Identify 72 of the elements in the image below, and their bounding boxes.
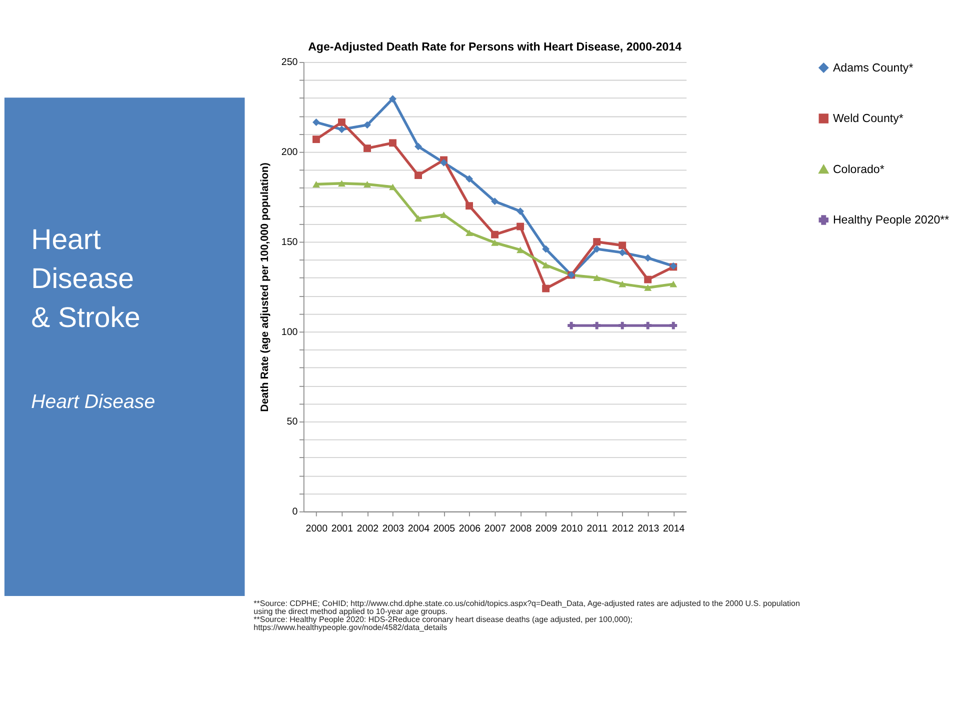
point (568, 322, 576, 330)
point (516, 207, 524, 215)
y-axis-title: Death Rate (age adjusted per 100,000 population) (259, 162, 271, 412)
point (670, 280, 678, 288)
point (312, 181, 320, 188)
text: **Source: CDPHE; CoHID; http://www.chd.dphe.state.co.us/cohid/topics.aspx?q=Death_Data, Age-adjusted rates are adjusted to the 2000 U.S. population using the direct method applied to 10-year age groups. (254, 599, 800, 616)
x-tick-label: 2000 (306, 523, 328, 534)
point (364, 121, 371, 129)
point (670, 322, 678, 330)
x-tick-label: 2007 (484, 523, 506, 534)
point (338, 118, 346, 126)
point (644, 254, 652, 262)
point (593, 274, 601, 281)
point (414, 172, 422, 179)
point (466, 230, 474, 236)
point (466, 202, 474, 210)
legend-label: Weld County* (832, 113, 904, 126)
legend-label: Colorado* (832, 164, 885, 176)
point (338, 180, 346, 187)
x-tick-label: 2009 (535, 523, 558, 534)
x-tick-label: 2011 (586, 523, 608, 534)
point (389, 184, 396, 190)
x-tick-label: 2012 (612, 523, 634, 534)
point (491, 198, 499, 206)
point (491, 239, 499, 246)
point (414, 215, 422, 222)
point (542, 284, 550, 292)
point (338, 126, 346, 134)
x-tick-label: 2003 (382, 523, 404, 534)
x-tick-label: 2014 (662, 523, 686, 534)
point (593, 238, 601, 246)
y-tick-label: 250 (281, 57, 298, 68)
point (364, 181, 371, 188)
y-tick-label: 0 (292, 506, 298, 518)
point (364, 144, 371, 152)
point (542, 245, 550, 253)
point (389, 95, 396, 103)
x-tick-label: 2006 (458, 523, 481, 534)
point (389, 139, 396, 147)
point (618, 248, 626, 256)
x-tick-label: 2004 (408, 523, 430, 534)
x-tick-label: 2013 (637, 523, 660, 534)
y-tick-label: 50 (286, 416, 298, 428)
point (644, 276, 652, 284)
point (644, 322, 652, 330)
x-tick-label: 2002 (356, 523, 379, 534)
x-tick-label: 2001 (331, 523, 354, 534)
x-tick-label: 2005 (433, 523, 456, 534)
text: Heart Disease (31, 391, 156, 414)
y-tick-label: 200 (281, 147, 298, 158)
point (618, 322, 626, 330)
point (516, 246, 524, 254)
legend-label: Healthy People 2020** (832, 214, 950, 227)
point (618, 242, 626, 250)
point (312, 118, 320, 126)
chart-title: Age-Adjusted Death Rate for Persons with Heart Disease, 2000-2014 (308, 41, 682, 54)
y-tick-label: 100 (281, 326, 298, 338)
x-tick-label: 2008 (510, 523, 532, 534)
point (312, 136, 320, 144)
point (618, 280, 626, 288)
text: **Source: Healthy People 2020: HDS-2Reduce coronary heart disease deaths (age adjusted, per 100,000); https://www.healthypeople.gov/node/4582/data_details (254, 615, 633, 632)
point (542, 262, 550, 268)
point (593, 322, 601, 330)
point (491, 230, 499, 238)
point (516, 222, 524, 230)
point (466, 175, 474, 183)
y-tick-label: 150 (281, 236, 298, 248)
x-tick-label: 2010 (560, 523, 584, 534)
point (644, 284, 652, 291)
legend-label: Adams County* (832, 62, 914, 74)
text: Heart Disease & Stroke (31, 224, 140, 334)
point (440, 158, 448, 166)
